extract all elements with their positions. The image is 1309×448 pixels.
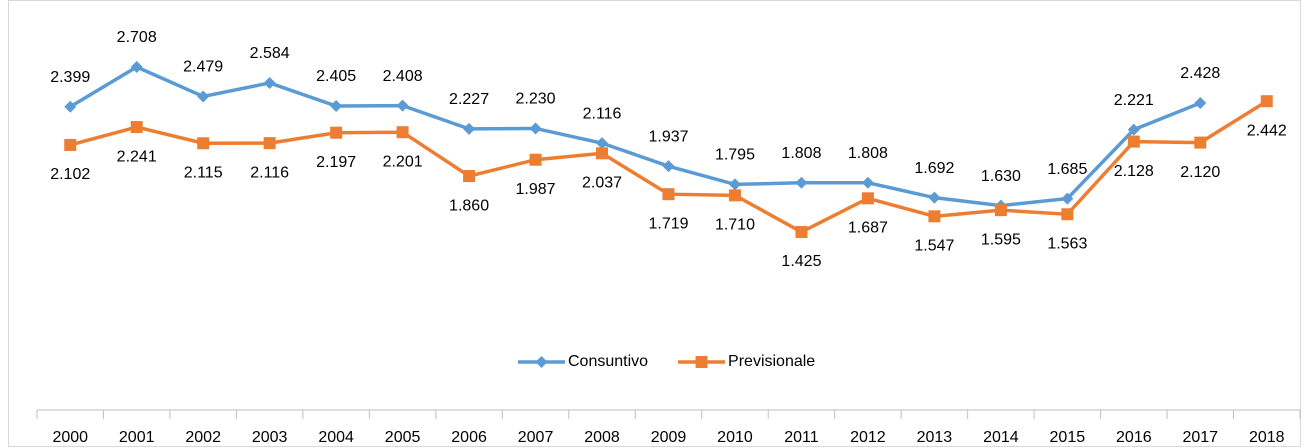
data-label: 2.037 xyxy=(582,175,622,192)
data-label: 2.120 xyxy=(1180,164,1220,181)
marker xyxy=(795,176,808,189)
marker xyxy=(330,99,343,112)
data-label: 2.116 xyxy=(583,105,622,122)
marker xyxy=(197,90,210,103)
data-label: 1.710 xyxy=(715,217,755,234)
data-label: 2.479 xyxy=(183,59,223,76)
marker xyxy=(928,191,941,204)
data-label: 1.937 xyxy=(648,128,688,145)
data-label: 1.719 xyxy=(648,215,688,232)
marker xyxy=(64,138,77,151)
legend-label: Consuntivo xyxy=(568,353,648,370)
data-label: 2.201 xyxy=(383,153,423,170)
x-tick-label: 2011 xyxy=(784,429,819,446)
x-tick-label: 2013 xyxy=(917,429,953,446)
marker xyxy=(263,76,276,89)
data-label: 2.405 xyxy=(316,68,356,85)
data-label: 1.630 xyxy=(981,168,1021,185)
x-tick-label: 2001 xyxy=(119,429,155,446)
marker xyxy=(596,137,609,150)
data-label: 2.399 xyxy=(50,69,90,86)
marker xyxy=(861,176,874,189)
data-label: 1.987 xyxy=(516,181,556,198)
marker xyxy=(1194,97,1207,110)
data-label: 1.685 xyxy=(1047,161,1087,178)
x-tick-label: 2012 xyxy=(850,429,886,446)
data-label: 2.241 xyxy=(117,148,157,165)
marker xyxy=(728,189,741,202)
data-label: 2.116 xyxy=(250,164,289,181)
data-label: 1.687 xyxy=(848,220,888,237)
marker xyxy=(994,204,1007,217)
marker xyxy=(662,160,675,173)
marker xyxy=(263,137,276,150)
data-label: 1.808 xyxy=(848,145,888,162)
data-label: 1.563 xyxy=(1047,235,1087,252)
x-tick-label: 2002 xyxy=(185,429,221,446)
data-label: 2.102 xyxy=(50,166,90,183)
x-tick-label: 2008 xyxy=(584,429,620,446)
data-label: 2.230 xyxy=(516,91,556,108)
marker xyxy=(1127,135,1140,148)
marker xyxy=(535,356,548,368)
x-tick-label: 2005 xyxy=(385,429,421,446)
data-label: 1.425 xyxy=(781,253,821,270)
marker xyxy=(795,226,808,238)
data-label: 2.584 xyxy=(250,45,290,62)
marker xyxy=(130,121,143,134)
marker xyxy=(396,99,409,112)
marker xyxy=(64,100,77,113)
data-label: 2.408 xyxy=(383,68,423,85)
data-label: 1.595 xyxy=(981,231,1021,248)
legend-label: Previsionale xyxy=(728,353,815,370)
x-tick-label: 2014 xyxy=(983,429,1019,446)
marker xyxy=(1061,208,1074,221)
marker xyxy=(330,126,343,139)
data-label: 2.708 xyxy=(117,29,157,46)
marker xyxy=(1061,192,1074,205)
x-tick-label: 2007 xyxy=(518,429,554,446)
data-label: 2.221 xyxy=(1114,92,1154,109)
marker xyxy=(928,210,941,223)
x-tick-label: 2003 xyxy=(252,429,288,446)
marker xyxy=(1194,136,1207,149)
marker xyxy=(396,126,409,139)
marker xyxy=(728,178,741,191)
series-line xyxy=(69,65,1201,208)
x-tick-label: 2016 xyxy=(1116,429,1152,446)
data-label: 1.692 xyxy=(914,160,954,177)
chart-border xyxy=(8,0,1301,447)
data-label: 2.197 xyxy=(316,154,356,171)
data-label: 2.442 xyxy=(1247,122,1287,139)
x-tick-label: 2018 xyxy=(1249,429,1285,446)
marker xyxy=(463,170,476,183)
x-tick-label: 2006 xyxy=(451,429,487,446)
x-tick-label: 2017 xyxy=(1182,429,1218,446)
x-tick-label: 2004 xyxy=(318,429,354,446)
marker xyxy=(861,192,874,205)
data-label: 1.795 xyxy=(715,147,755,164)
data-label: 2.128 xyxy=(1114,163,1154,180)
data-label: 2.428 xyxy=(1180,65,1220,82)
data-label: 1.547 xyxy=(914,238,954,255)
marker xyxy=(529,153,542,166)
marker xyxy=(529,122,542,135)
x-tick-label: 2015 xyxy=(1050,429,1086,446)
data-label: 1.808 xyxy=(781,145,821,162)
marker xyxy=(662,188,675,201)
x-tick-label: 2000 xyxy=(52,429,88,446)
x-tick-label: 2010 xyxy=(717,429,753,446)
marker xyxy=(596,147,609,160)
marker xyxy=(695,356,708,368)
x-tick-label: 2009 xyxy=(651,429,687,446)
marker xyxy=(1127,123,1140,136)
marker xyxy=(130,61,143,73)
data-label: 2.227 xyxy=(449,91,489,108)
marker xyxy=(463,122,476,135)
marker xyxy=(1260,95,1273,108)
data-label: 2.115 xyxy=(184,164,223,181)
marker xyxy=(197,137,210,150)
data-label: 1.860 xyxy=(449,197,489,214)
